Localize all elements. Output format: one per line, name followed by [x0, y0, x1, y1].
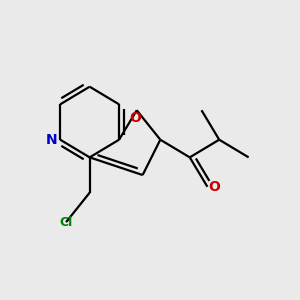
Text: O: O	[208, 180, 220, 194]
Text: Cl: Cl	[59, 216, 73, 229]
Text: O: O	[129, 111, 141, 124]
Text: N: N	[46, 133, 58, 147]
